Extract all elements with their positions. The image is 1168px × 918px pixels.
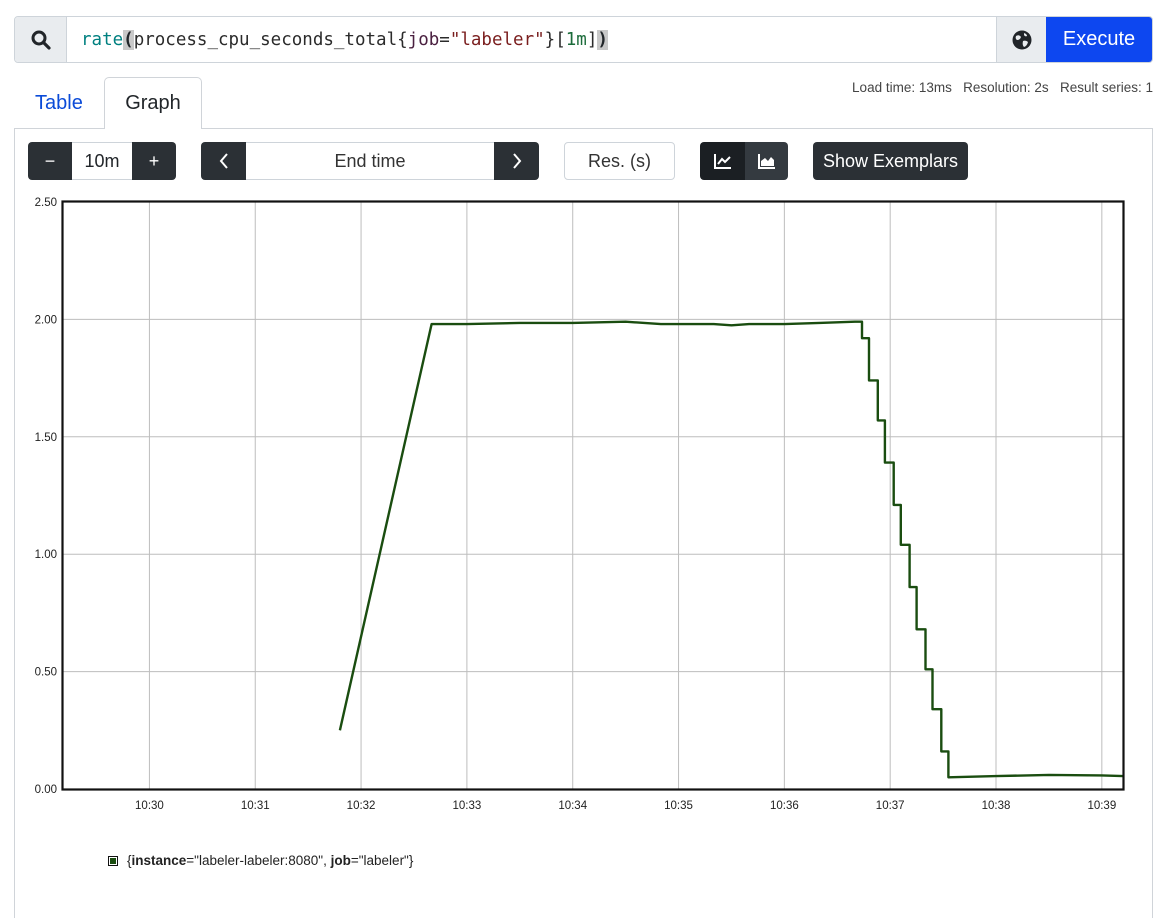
query-label-value: "labeler" xyxy=(449,29,545,50)
query-equals: = xyxy=(439,29,450,50)
x-tick-label: 10:32 xyxy=(347,800,376,812)
graph-panel xyxy=(14,128,1153,918)
y-tick-label: 0.00 xyxy=(35,784,57,796)
chevron-left-icon xyxy=(219,153,228,169)
query-paren-open: ( xyxy=(123,29,134,50)
globe-icon xyxy=(1012,30,1031,49)
y-axis: 0.00 0.50 1.00 1.50 2.00 2.50 xyxy=(35,197,57,796)
legend-swatch xyxy=(108,855,118,866)
stacked-area-icon xyxy=(757,154,775,169)
legend-instance-key: instance xyxy=(131,853,187,868)
x-tick-label: 10:35 xyxy=(664,800,693,812)
x-tick-label: 10:34 xyxy=(558,800,587,812)
x-tick-label: 10:38 xyxy=(982,800,1011,812)
query-stats: Load time: 13ms Resolution: 2s Result se… xyxy=(852,80,1153,95)
tab-table[interactable]: Table xyxy=(35,92,83,114)
y-tick-label: 1.50 xyxy=(35,432,57,444)
query-function: rate xyxy=(81,29,124,50)
decrease-range-button[interactable]: − xyxy=(28,142,72,180)
tab-graph[interactable]: Graph xyxy=(104,77,202,129)
line-chart-icon xyxy=(713,154,731,169)
end-time-input[interactable]: End time xyxy=(246,142,494,180)
query-range-open: [ xyxy=(555,29,566,50)
query-bar: rate(process_cpu_seconds_total{job = "labe… xyxy=(14,16,1153,63)
x-axis: 10:30 10:31 10:32 10:33 10:34 10:35 10:36 10:37… xyxy=(135,800,1116,812)
resolution: Resolution: 2s xyxy=(963,80,1049,95)
unstacked-chart-button[interactable] xyxy=(700,142,745,180)
query-brace-open: { xyxy=(397,29,408,50)
legend-job-value: ="labeler"} xyxy=(350,853,414,868)
time-series-chart[interactable]: 0.00 0.50 1.00 1.50 2.00 2.50 10:30 10:31 10:32… xyxy=(0,190,1168,820)
series-line[interactable] xyxy=(338,320,1124,779)
y-tick-label: 2.50 xyxy=(35,197,57,209)
resolution-input[interactable]: Res. (s) xyxy=(564,142,675,180)
query-metric: process_cpu_seconds_total xyxy=(133,29,398,50)
previous-time-button[interactable] xyxy=(201,142,246,180)
x-tick-label: 10:33 xyxy=(453,800,482,812)
legend-job-key: job xyxy=(330,853,351,868)
x-tick-label: 10:39 xyxy=(1087,800,1116,812)
metrics-explorer-button[interactable] xyxy=(996,17,1046,62)
tab-graph-label: Graph xyxy=(125,92,181,114)
increase-range-button[interactable]: + xyxy=(132,142,176,180)
load-time: Load time: 13ms xyxy=(852,80,952,95)
search-button[interactable] xyxy=(15,17,67,62)
query-range-close: ] xyxy=(586,29,598,50)
legend-brace: { xyxy=(127,853,132,868)
chevron-right-icon xyxy=(512,153,521,169)
legend-instance-value: ="labeler-labeler:8080", xyxy=(186,853,331,868)
query-brace-close: } xyxy=(544,29,556,50)
query-label-name: job xyxy=(407,29,440,50)
query-paren-close: ) xyxy=(597,29,608,50)
result-series: Result series: 1 xyxy=(1059,80,1153,95)
plot-frame xyxy=(61,200,1125,791)
x-tick-label: 10:36 xyxy=(770,800,799,812)
stacked-chart-button[interactable] xyxy=(745,142,788,180)
x-tick-label: 10:31 xyxy=(241,800,270,812)
range-input[interactable]: 10m xyxy=(72,142,132,180)
y-tick-label: 0.50 xyxy=(35,667,57,679)
x-tick-label: 10:37 xyxy=(876,800,905,812)
y-tick-label: 1.00 xyxy=(35,549,57,561)
next-time-button[interactable] xyxy=(494,142,539,180)
query-range-value: 1m xyxy=(565,29,587,50)
show-exemplars-button[interactable]: Show Exemplars xyxy=(813,142,968,180)
search-icon xyxy=(31,30,51,50)
x-tick-label: 10:30 xyxy=(135,800,164,812)
query-expression-input[interactable]: rate(process_cpu_seconds_total{job = "labe… xyxy=(67,17,996,62)
chart-grid xyxy=(63,201,1123,790)
y-tick-label: 2.00 xyxy=(35,314,57,326)
legend-item[interactable]: {instance ="labeler-labeler:8080", job ="l… xyxy=(108,853,413,868)
execute-button[interactable]: Execute xyxy=(1046,17,1152,62)
